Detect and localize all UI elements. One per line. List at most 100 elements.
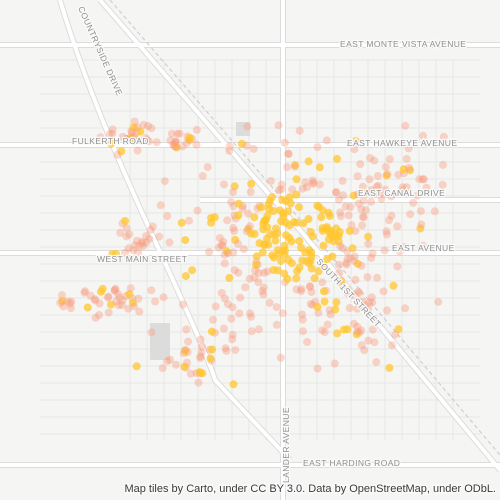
incident-dot	[223, 216, 232, 225]
incident-dot	[346, 254, 355, 262]
incident-dot	[361, 206, 370, 215]
incident-dot	[373, 273, 382, 282]
incident-dot	[231, 235, 240, 244]
incident-dot	[277, 217, 286, 226]
incident-dot	[344, 211, 353, 220]
incident-dot	[382, 227, 391, 236]
incident-dot	[406, 210, 415, 219]
incident-dot	[246, 309, 255, 318]
incident-dot	[194, 378, 203, 387]
incident-dot	[165, 238, 174, 247]
incident-dot	[416, 224, 425, 233]
incident-dot	[354, 287, 363, 296]
incident-dot	[350, 252, 359, 261]
incident-dot	[357, 326, 366, 335]
incident-dot	[229, 380, 238, 389]
incident-dot	[415, 175, 424, 184]
incident-dot	[309, 178, 318, 187]
incident-dot	[364, 239, 373, 248]
incident-dot	[315, 163, 324, 172]
incident-dot	[112, 297, 121, 306]
incident-dot	[63, 297, 72, 306]
incident-dot	[409, 198, 418, 207]
incident-dot	[227, 198, 236, 207]
incident-dot	[372, 183, 381, 191]
incident-dot	[322, 136, 331, 145]
incident-dot	[332, 188, 340, 197]
incident-dot	[364, 232, 373, 241]
incident-dot	[58, 291, 66, 300]
incident-dot	[385, 363, 394, 372]
incident-dot	[269, 207, 278, 215]
incident-dot	[250, 273, 259, 282]
incident-dot	[122, 232, 131, 241]
incident-dot	[297, 287, 306, 296]
incident-dot	[304, 157, 313, 166]
incident-dot	[178, 142, 187, 151]
incident-dot	[146, 225, 155, 234]
incident-dot	[303, 338, 312, 346]
incident-dot	[295, 237, 304, 246]
incident-dot	[104, 292, 113, 301]
incident-dot	[96, 133, 105, 142]
incident-dot	[196, 352, 205, 361]
incident-dot	[438, 180, 447, 189]
incident-dot	[121, 217, 130, 225]
incident-dot	[188, 266, 197, 275]
incident-dot	[392, 243, 401, 251]
incident-dot	[281, 246, 289, 255]
incident-dot	[324, 235, 333, 244]
incident-dot	[395, 247, 404, 256]
incident-dot	[136, 127, 145, 136]
incident-dot	[192, 125, 201, 134]
incident-dot	[196, 335, 205, 344]
incident-dot	[388, 341, 396, 350]
incident-dot	[373, 172, 382, 180]
incident-dot	[299, 327, 307, 336]
incident-dot	[173, 129, 182, 138]
incident-dot	[276, 206, 284, 215]
incident-dot	[340, 325, 348, 334]
incident-dot	[155, 232, 164, 241]
incident-dot	[147, 328, 156, 337]
street-label: EAST CANAL DRIVE	[358, 188, 445, 198]
incident-dot	[259, 220, 268, 229]
incident-dot	[144, 122, 152, 130]
incident-dot	[91, 313, 100, 322]
incident-dot	[365, 175, 374, 184]
incident-dot	[320, 297, 329, 306]
incident-dot	[135, 241, 144, 250]
incident-dot	[291, 161, 299, 169]
incident-dot	[367, 189, 376, 198]
incident-dot	[336, 208, 345, 217]
incident-dot	[259, 290, 268, 299]
incident-dot	[336, 242, 345, 251]
incident-dot	[341, 202, 350, 211]
incident-dot	[400, 243, 409, 252]
incident-dot	[419, 131, 428, 140]
incident-dot	[241, 283, 250, 292]
incident-dot	[225, 146, 234, 155]
incident-dot	[115, 293, 124, 302]
incident-dot	[129, 137, 138, 146]
incident-dot	[251, 266, 259, 275]
incident-dot	[405, 164, 414, 172]
incident-dot	[350, 256, 359, 265]
incident-dot	[334, 195, 343, 204]
incident-dot	[142, 232, 151, 241]
incident-dot	[348, 290, 357, 299]
incident-dot	[401, 121, 410, 130]
incident-dot	[331, 305, 340, 314]
street-label: FULKERTH ROAD	[72, 136, 149, 146]
incident-dot	[398, 186, 407, 195]
incident-dot	[381, 185, 390, 194]
incident-dot	[359, 196, 368, 205]
incident-dot	[234, 268, 243, 277]
incident-dot	[208, 345, 217, 354]
incident-dot	[184, 337, 193, 346]
incident-dot	[110, 286, 119, 295]
incident-dot	[156, 201, 165, 210]
incident-dot	[343, 254, 352, 263]
incident-dot	[297, 285, 306, 294]
